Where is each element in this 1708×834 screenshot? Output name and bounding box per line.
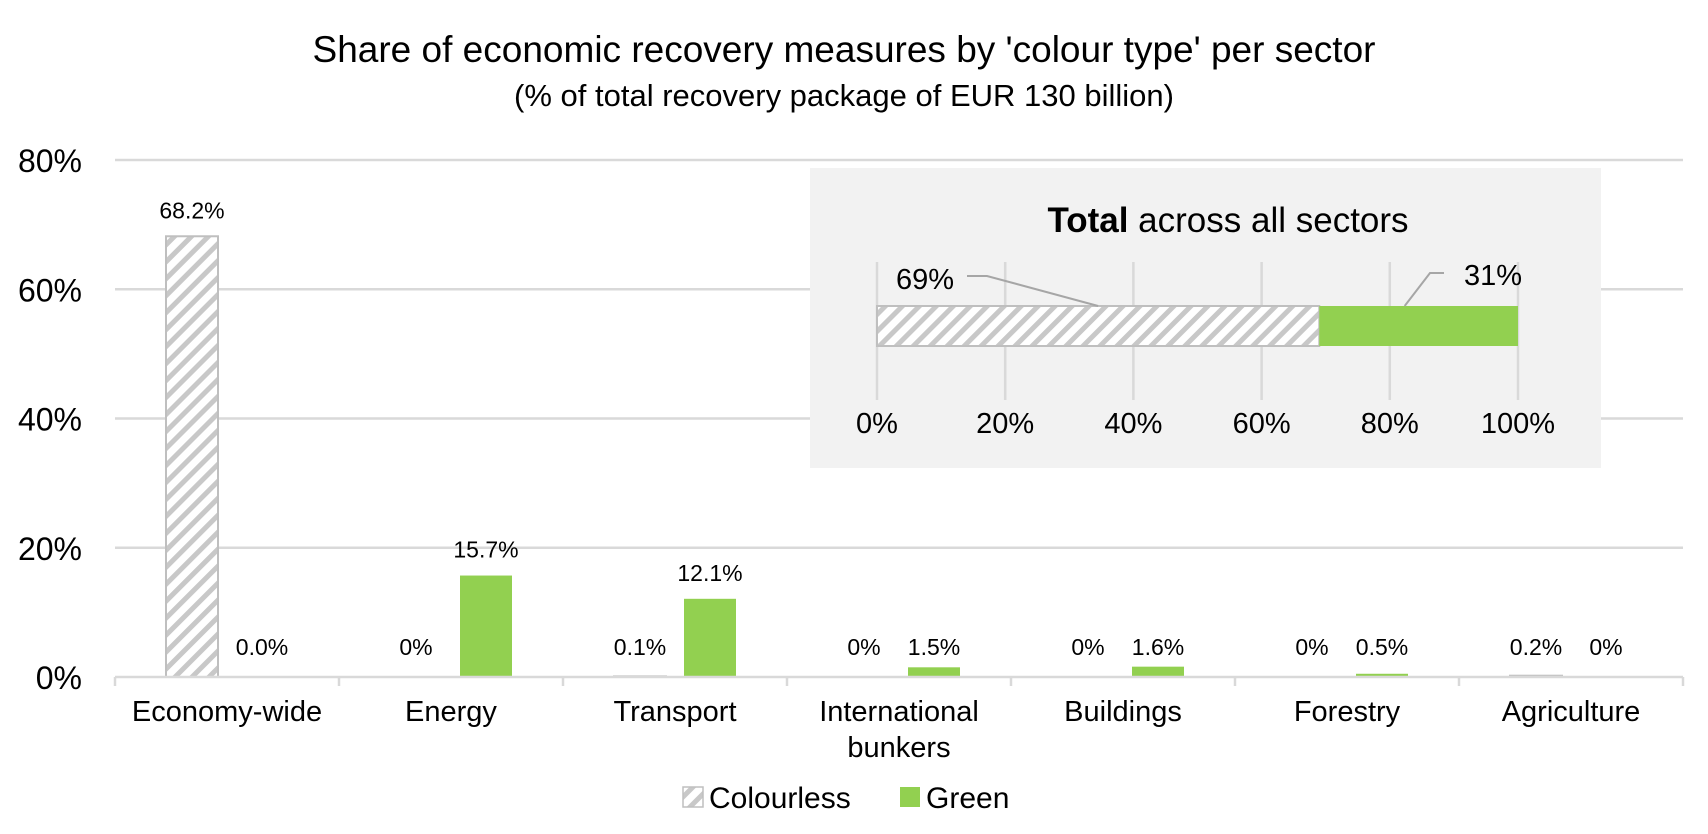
inset-data-label: 69%	[896, 264, 954, 296]
data-label: 12.1%	[677, 560, 742, 586]
data-label: 0%	[847, 634, 880, 660]
x-tick-label: International bunkers	[819, 696, 979, 764]
data-label: 0.1%	[614, 634, 666, 660]
data-label: 0.2%	[1510, 634, 1562, 660]
inset-leader-line	[1403, 272, 1444, 307]
legend-swatch-colourless	[682, 786, 704, 808]
x-tick-label: Energy	[405, 696, 497, 728]
inset-data-labels: 69% 31%	[896, 260, 1522, 307]
chart-title: Share of economic recovery measures by '…	[313, 29, 1376, 70]
data-label: 0%	[1071, 634, 1104, 660]
data-label: 0%	[399, 634, 432, 660]
inset-x-tick-label: 80%	[1361, 408, 1419, 440]
y-axis: 0% 20% 40% 60% 80%	[18, 143, 82, 696]
inset-leader-line	[967, 275, 1099, 307]
legend: Colourless Green	[682, 782, 1009, 815]
data-label: 0%	[1589, 634, 1622, 660]
y-tick-label: 40%	[18, 402, 82, 438]
data-label: 1.5%	[908, 634, 960, 660]
bar-colourless	[165, 235, 219, 678]
bar-green	[684, 598, 736, 677]
inset-x-tick-label: 100%	[1481, 408, 1555, 440]
bar-green	[1132, 666, 1184, 677]
x-tick-label: Forestry	[1294, 696, 1401, 728]
x-axis: Economy-wide Energy Transport International…	[113, 675, 1685, 764]
inset-x-tick-label: 0%	[856, 408, 898, 440]
data-label: 68.2%	[159, 197, 224, 223]
x-tick-label: Buildings	[1064, 696, 1182, 728]
x-tick-label: Transport	[613, 696, 736, 728]
data-label: 0%	[1295, 634, 1328, 660]
y-tick-label: 0%	[36, 660, 82, 696]
data-label: 0.5%	[1356, 634, 1408, 660]
data-label: 1.6%	[1132, 634, 1184, 660]
legend-swatch-green	[900, 787, 920, 807]
inset-total-chart: Total across all sectors 0% 20% 40% 60% 80% 1…	[810, 168, 1601, 468]
inset-title: Total across all sectors	[1047, 201, 1408, 240]
legend-label-colourless: Colourless	[709, 782, 851, 815]
inset-x-tick-label: 60%	[1233, 408, 1291, 440]
inset-bar-green	[1319, 306, 1518, 346]
y-tick-label: 60%	[18, 272, 82, 308]
inset-x-tick-label: 40%	[1104, 408, 1162, 440]
data-label: 15.7%	[453, 537, 518, 563]
bar-green	[908, 667, 960, 677]
inset-x-axis: 0% 20% 40% 60% 80% 100%	[856, 408, 1555, 440]
inset-x-tick-label: 20%	[976, 408, 1034, 440]
inset-bars	[876, 305, 1518, 347]
x-tick-label: Agriculture	[1502, 696, 1641, 728]
y-tick-label: 20%	[18, 531, 82, 567]
data-label: 0.0%	[236, 634, 288, 660]
inset-data-label: 31%	[1464, 260, 1522, 292]
x-tick-label: Economy-wide	[132, 696, 322, 728]
bar-green	[460, 575, 512, 677]
y-tick-label: 80%	[18, 143, 82, 179]
data-labels: 68.2% 0% 0.1% 0% 0% 0% 0.2% 0.0% 15.7% 12.1% 1.5% 1…	[159, 197, 1622, 660]
inset-bar-colourless	[876, 305, 1321, 347]
bar-green	[1356, 673, 1408, 677]
chart-subtitle: (% of total recovery package of EUR 130 …	[514, 78, 1174, 113]
bars	[165, 235, 1563, 679]
legend-label-green: Green	[926, 782, 1009, 815]
